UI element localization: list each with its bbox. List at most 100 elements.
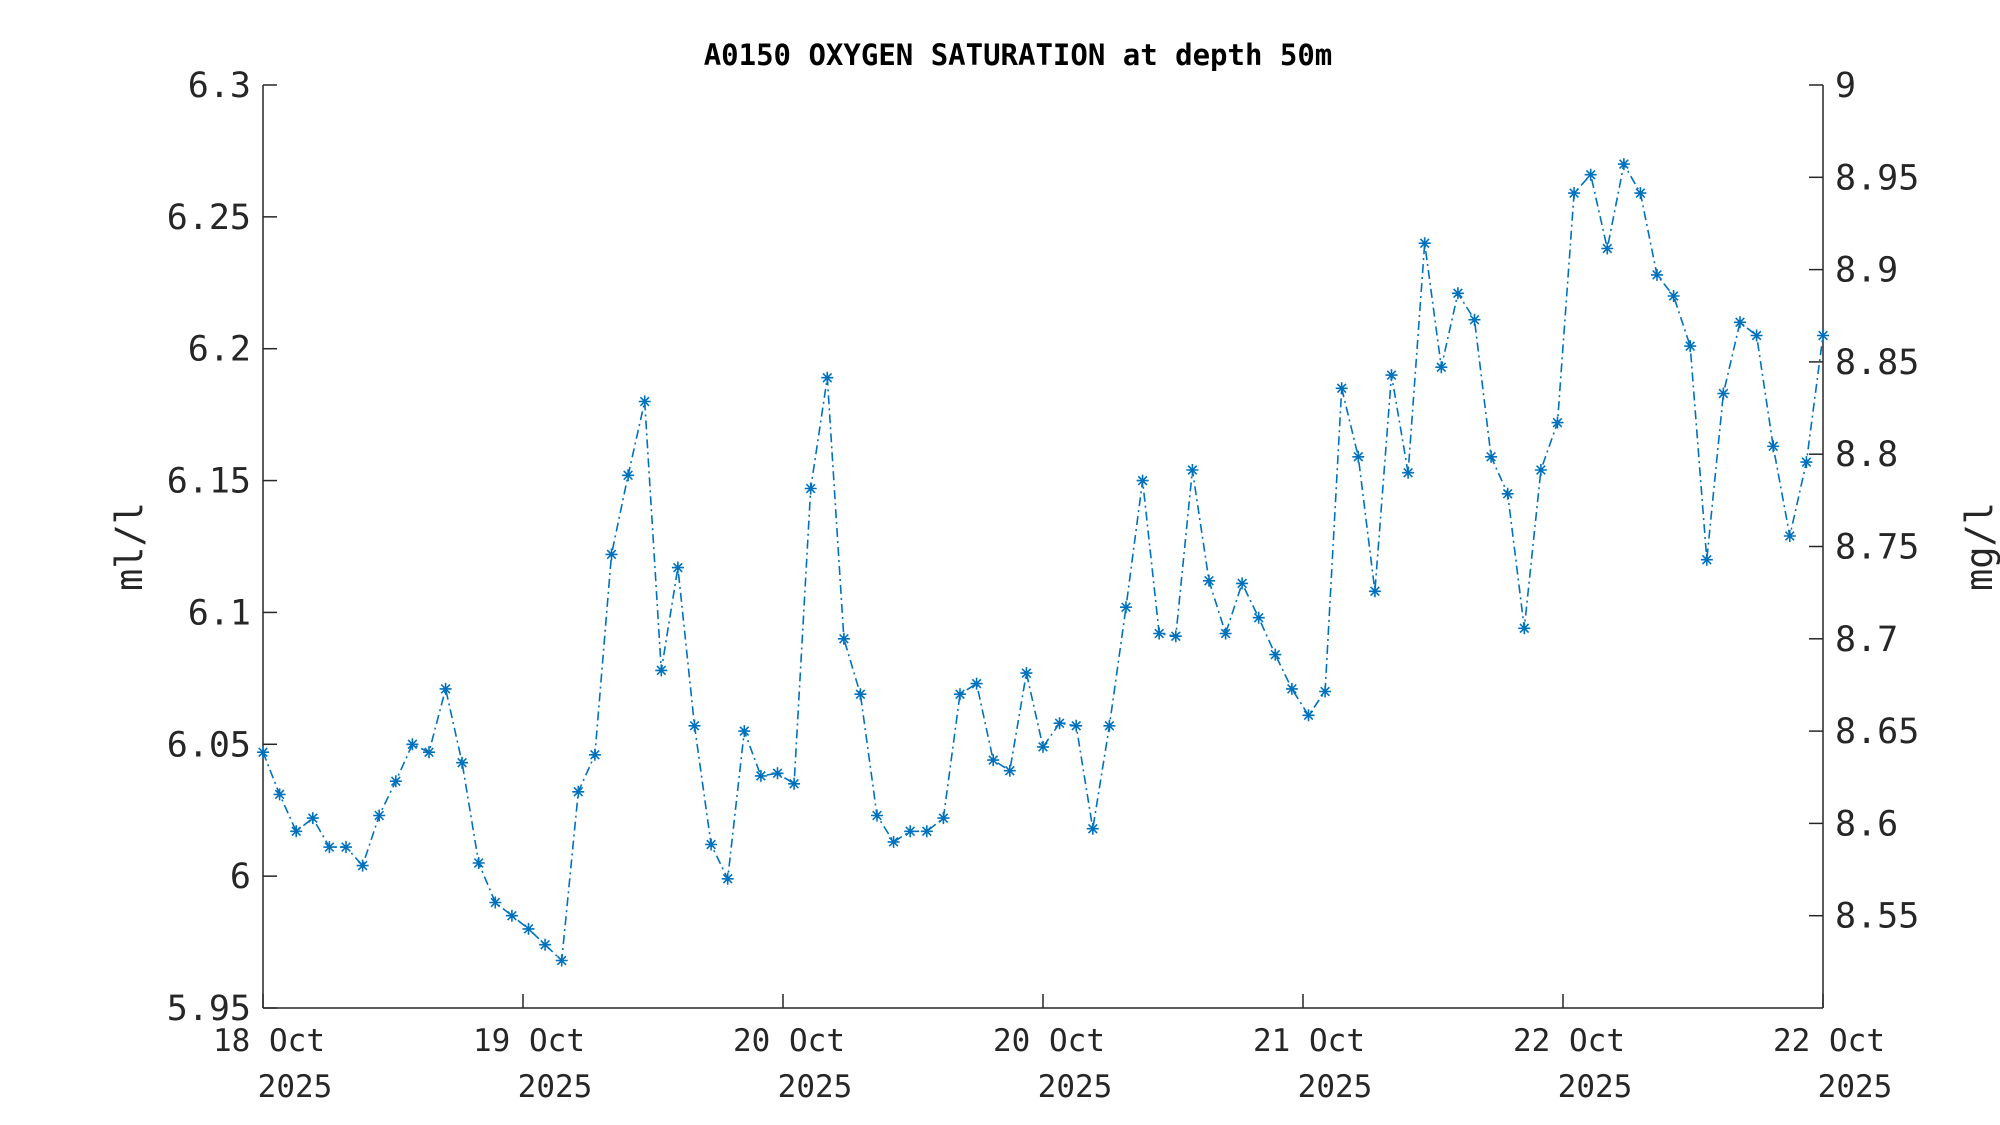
data-point <box>1634 187 1647 200</box>
x-tick-label-year: 2025 <box>1038 1069 1113 1105</box>
data-point <box>1468 313 1481 326</box>
y-tick-left-label: 6.3 <box>188 66 251 106</box>
x-tick-label-day: 20 Oct <box>733 1023 845 1059</box>
data-point <box>705 838 718 851</box>
data-point <box>987 754 1000 767</box>
x-tick-label-day: 18 Oct <box>213 1023 325 1059</box>
y-tick-right-label: 8.9 <box>1835 251 1898 291</box>
x-tick-label-day: 21 Oct <box>1253 1023 1365 1059</box>
data-point <box>539 938 552 951</box>
data-point <box>373 809 386 822</box>
data-point <box>257 746 269 759</box>
data-point <box>273 788 286 801</box>
data-point <box>1485 450 1498 463</box>
data-point <box>1335 382 1348 395</box>
data-point <box>1402 466 1415 479</box>
data-point <box>1053 717 1066 730</box>
data-point <box>837 632 850 645</box>
x-tick-label-day: 19 Oct <box>473 1023 585 1059</box>
data-point <box>406 738 419 751</box>
plot-axes: 6.3 6.25 6.2 6.15 6.1 6.05 6 5.95 9 8.95 8.9 8.85 8.… <box>167 66 1920 1105</box>
data-point <box>1020 667 1033 680</box>
data-point <box>738 725 751 738</box>
data-point <box>1717 387 1730 400</box>
data-point <box>306 812 319 825</box>
y-tick-left-label: 6.05 <box>167 725 251 765</box>
data-point <box>904 825 917 838</box>
y-tick-left-label: 6 <box>230 857 251 897</box>
data-point <box>1103 719 1116 732</box>
y-tick-left-label: 6.15 <box>167 462 251 502</box>
data-point <box>356 859 369 872</box>
y-tick-left-label: 5.95 <box>167 989 251 1029</box>
data-point <box>555 954 568 967</box>
x-tick-label-day: 20 Oct <box>993 1023 1105 1059</box>
data-point <box>489 896 502 909</box>
data-point <box>522 922 535 935</box>
data-point <box>1319 685 1332 698</box>
data-point <box>1203 574 1215 587</box>
data-point <box>1086 822 1099 835</box>
data-point <box>1186 464 1199 476</box>
x-tick-label-year: 2025 <box>1818 1069 1893 1105</box>
data-point <box>505 909 518 922</box>
y-tick-left-label: 6.25 <box>167 198 251 238</box>
data-point <box>1418 237 1431 250</box>
data-point <box>721 872 734 885</box>
data-point <box>572 785 585 798</box>
data-point <box>1518 622 1531 635</box>
x-tick-label-year: 2025 <box>518 1069 593 1105</box>
y-tick-right-label: 8.85 <box>1835 343 1919 383</box>
data-point <box>1667 290 1680 302</box>
x-tick-label-year: 2025 <box>1558 1069 1633 1105</box>
data-point <box>854 688 867 701</box>
data-point <box>389 775 402 788</box>
x-tick-label-year: 2025 <box>258 1069 333 1105</box>
y-tick-right-label: 8.95 <box>1835 158 1919 198</box>
data-point <box>439 682 452 695</box>
data-point <box>622 469 635 482</box>
data-point <box>1700 553 1713 566</box>
data-point <box>771 767 784 780</box>
data-point <box>1451 287 1464 300</box>
data-point <box>1584 168 1597 181</box>
data-point <box>1817 329 1829 342</box>
data-point <box>290 825 303 838</box>
data-point <box>1302 709 1315 722</box>
data-point <box>1734 316 1746 329</box>
data-point <box>804 482 817 495</box>
data-point <box>1236 577 1249 590</box>
data-point <box>1783 530 1796 542</box>
y-tick-left-label: 6.2 <box>188 330 251 370</box>
data-point <box>1037 740 1049 753</box>
data-point <box>1120 601 1132 614</box>
data-point <box>340 841 352 854</box>
data-point <box>1617 158 1630 171</box>
data-point <box>1368 585 1381 598</box>
y-tick-right-label: 8.6 <box>1835 804 1898 844</box>
data-point <box>920 825 933 838</box>
x-tick-label-year: 2025 <box>1298 1069 1373 1105</box>
data-point <box>605 548 618 561</box>
data-point <box>788 777 801 790</box>
data-point <box>1169 630 1182 643</box>
data-point <box>472 857 485 869</box>
x-tick-label-year: 2025 <box>778 1069 853 1105</box>
data-point <box>423 746 435 759</box>
data-point <box>1136 474 1149 487</box>
data-point <box>1435 361 1448 374</box>
data-point <box>1285 682 1298 695</box>
data-point <box>1153 627 1166 640</box>
data-point <box>1767 440 1780 453</box>
data-point <box>1750 329 1763 342</box>
y-tick-right-label: 8.55 <box>1835 897 1919 937</box>
data-point <box>588 748 601 761</box>
data-point <box>954 688 966 701</box>
y-tick-right-label: 8.8 <box>1835 435 1898 475</box>
data-point <box>1385 369 1398 382</box>
data-point <box>1568 187 1581 200</box>
x-tick-label-day: 22 Oct <box>1513 1023 1625 1059</box>
data-point <box>638 395 651 408</box>
y-axis-label-left: ml/l <box>108 502 151 591</box>
data-point <box>1070 719 1083 732</box>
